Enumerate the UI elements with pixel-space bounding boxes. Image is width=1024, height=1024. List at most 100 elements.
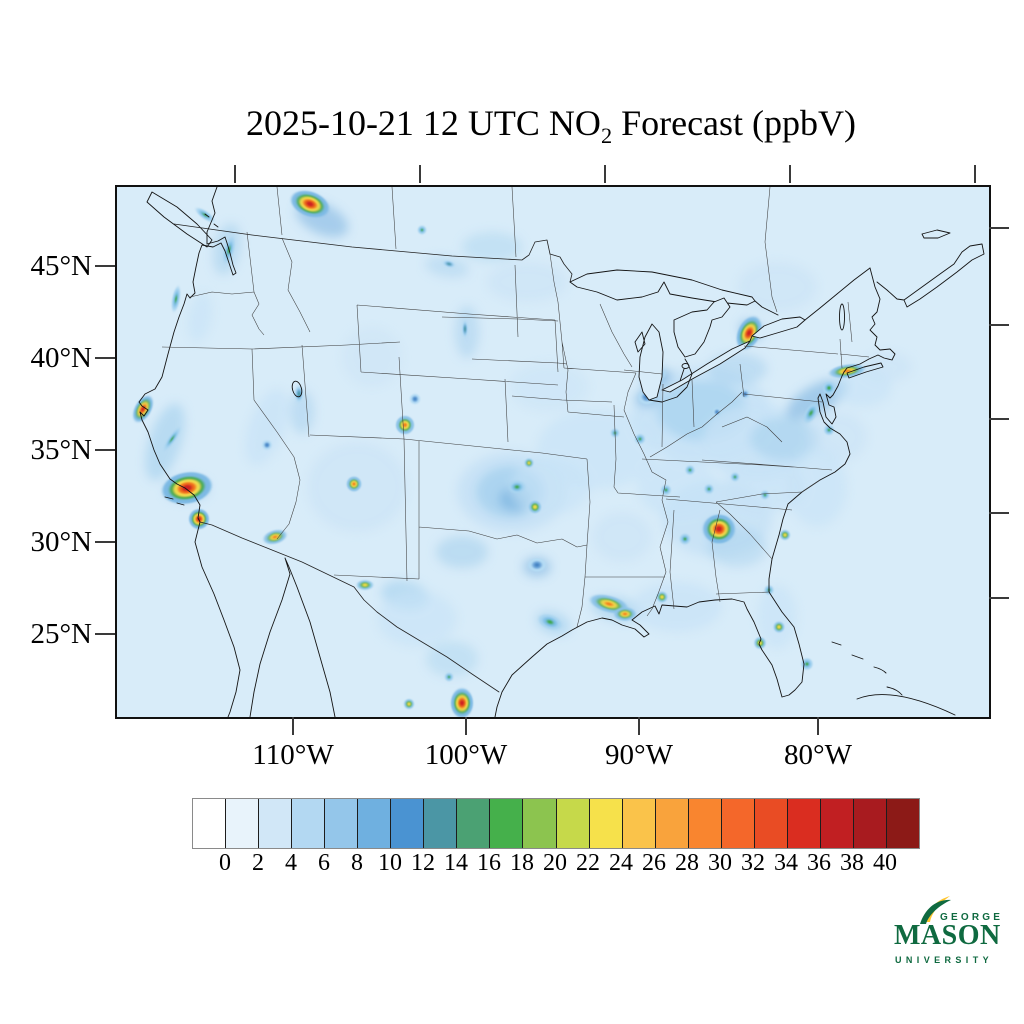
hotspot-ring: [777, 625, 781, 629]
colorbar-cell: [819, 799, 853, 848]
hotspot-ring: [407, 702, 411, 706]
colorbar-tick-label: 0: [219, 850, 231, 876]
right-tick-mark: [989, 227, 1009, 229]
hotspot-ring: [746, 329, 752, 337]
st-lawrence-path: [804, 267, 871, 321]
hotspot-baltimore-washington: [803, 403, 819, 423]
hotspot-ring: [362, 583, 368, 587]
colorbar-cell: [291, 799, 325, 848]
colorbar-cell: [456, 799, 490, 848]
colorbar-tick-label: 8: [351, 850, 363, 876]
no2-haze-blob: [425, 256, 469, 278]
long-island-path: [846, 362, 884, 379]
no2-haze-blob: [737, 262, 817, 312]
colorbar-tick-label: 38: [840, 850, 864, 876]
no2-haze-blob: [145, 403, 185, 481]
colorbar-cell: [786, 799, 820, 848]
colorbar-tick-label: 12: [411, 850, 435, 876]
colorbar-tick-label: 22: [576, 850, 600, 876]
st-clair-detroit-path: [679, 363, 690, 382]
colorbar-tick-label: 28: [675, 850, 699, 876]
lon-axis-label: 110°W: [252, 739, 334, 771]
title-subscript: 2: [600, 123, 613, 149]
hotspot-toronto-hamilton: [736, 316, 762, 350]
hotspot-norfolk: [824, 425, 834, 435]
colorbar-tick-label: 2: [252, 850, 264, 876]
hotspot-ring: [174, 295, 178, 303]
colorbar-tick-label: 4: [285, 850, 297, 876]
hotspot-ring: [763, 493, 767, 497]
no2-haze-blob: [342, 327, 402, 387]
hotspot-portland-willamette-valley: [171, 287, 181, 311]
hotspot-ring: [402, 422, 408, 428]
hotspot-ring: [604, 601, 614, 607]
lat-tick-mark: [95, 357, 115, 359]
hotspot-ring: [420, 228, 424, 232]
colorbar-cell: [193, 799, 226, 848]
hotspot-ring: [622, 612, 628, 616]
hotspot-ring: [265, 443, 269, 447]
colorbar-cell: [852, 799, 886, 848]
right-tick-mark: [989, 597, 1009, 599]
right-tick-mark: [989, 324, 1009, 326]
lat-tick-mark: [95, 265, 115, 267]
colorbar-cell: [687, 799, 721, 848]
hotspot-ring: [169, 435, 175, 443]
top-tick-mark: [789, 165, 791, 183]
hotspot-vancouver-area: [196, 208, 214, 222]
hotspot-memphis: [661, 485, 671, 495]
hotspot-ring: [447, 675, 451, 679]
hotspot-birmingham: [679, 533, 691, 545]
colorbar-cell: [423, 799, 457, 848]
lat-axis-label: 40°N: [30, 342, 92, 374]
lat-axis-label: 25°N: [30, 618, 92, 650]
lon-tick-mark: [638, 717, 640, 735]
hotspot-ring: [463, 326, 467, 332]
hotspot-atlanta: [703, 514, 735, 544]
hotspot-ring: [413, 397, 417, 401]
hotspot-ring: [707, 487, 711, 491]
colorbar-tick-label: 6: [318, 850, 330, 876]
colorbar-cell: [885, 799, 920, 848]
colorbar-tick-label: 32: [741, 850, 765, 876]
hotspot-dallas-fort-worth: [528, 558, 546, 572]
hotspot-ring: [827, 428, 831, 432]
hotspot-ring: [805, 662, 809, 666]
no2-haze-blob: [707, 353, 767, 385]
colorbar-cell: [555, 799, 589, 848]
atlantic-gulf-coast-path: [494, 267, 896, 717]
hotspot-nashville: [685, 465, 695, 475]
no2-haze-blob: [592, 512, 652, 562]
lon-axis-label: 100°W: [424, 739, 508, 771]
hotspot-ring: [660, 595, 664, 599]
top-tick-mark: [419, 165, 421, 183]
colorbar-cell: [324, 799, 358, 848]
gmu-leaf-icon: [920, 896, 951, 924]
hotspot-ring: [638, 437, 642, 441]
hotspot-ring: [783, 533, 787, 537]
hotspot-charleston: [780, 530, 790, 540]
hotspot-ring: [352, 482, 356, 486]
hotspot-ring: [715, 525, 723, 533]
hotspot-ring: [202, 212, 208, 218]
hotspot-southern-bc-plume: [291, 190, 329, 218]
colorbar-tick-label: 16: [477, 850, 501, 876]
lat-tick-mark: [95, 449, 115, 451]
gmu-logo-university: UNIVERSITY: [895, 955, 994, 965]
colorbar-cell: [621, 799, 655, 848]
canada-border-path: [173, 223, 573, 283]
lat-tick-mark: [95, 633, 115, 635]
colorbar-tick-label: 18: [510, 850, 534, 876]
us-no2-map: [133, 187, 985, 717]
colorbar-tick-label: 40: [873, 850, 897, 876]
no2-haze-blob: [509, 362, 589, 412]
colorbar-tick-label: 34: [774, 850, 798, 876]
hotspot-nw-new-mexico: [346, 476, 362, 492]
hotspot-mobile: [656, 591, 668, 603]
colorbar-cell: [753, 799, 787, 848]
hotspot-ring: [827, 386, 831, 390]
no2-haze-blob: [436, 536, 488, 568]
gulf-of-california-path: [249, 557, 336, 717]
hotspot-las-vegas: [262, 440, 272, 450]
